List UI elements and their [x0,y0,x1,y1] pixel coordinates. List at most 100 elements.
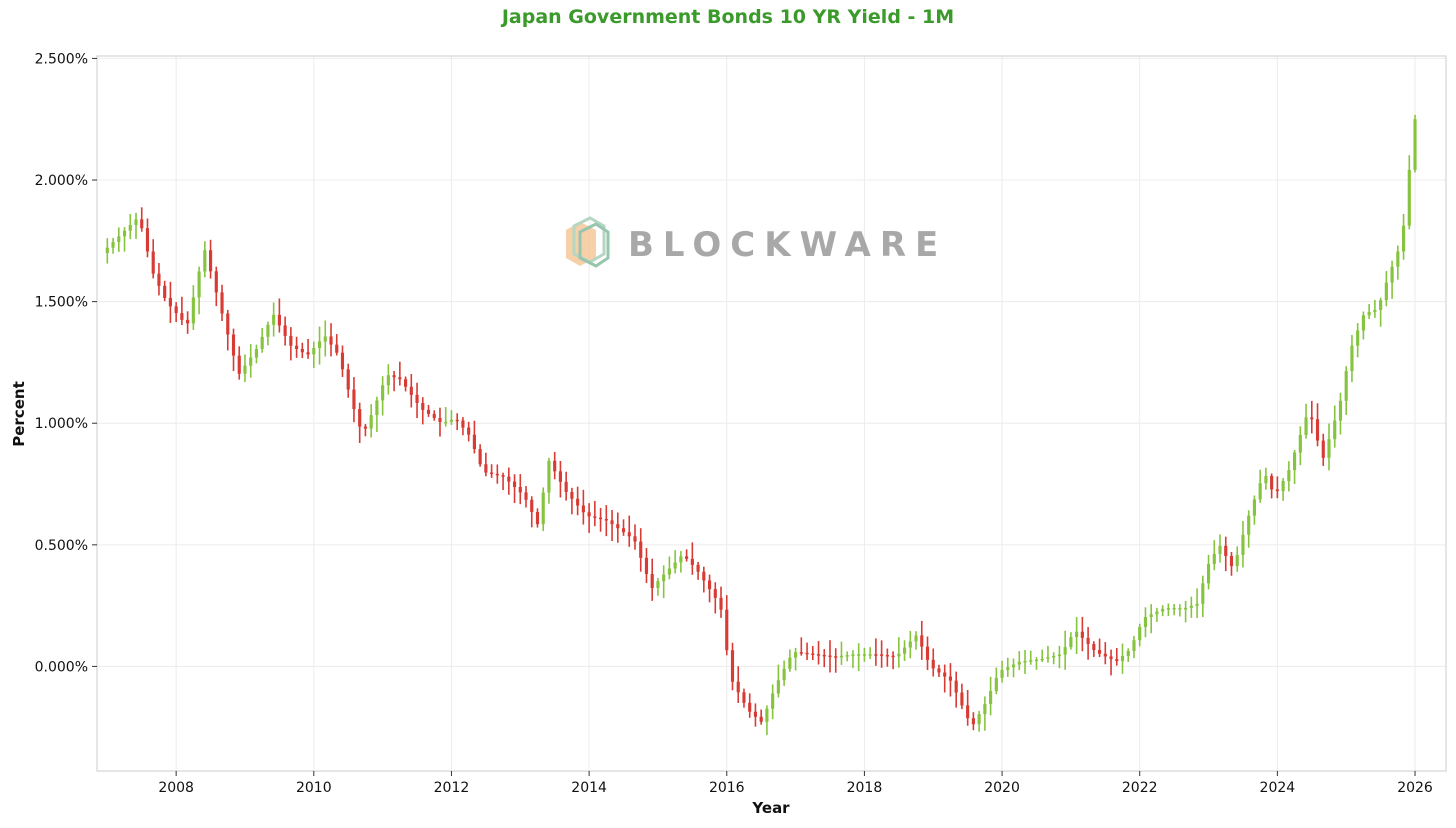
candle-body [1396,251,1400,267]
candle-body [415,394,419,403]
candle-body [1390,266,1394,283]
candle-body [243,365,247,374]
candle-body [105,247,109,253]
candle-body [524,492,528,500]
candle-body [759,716,763,722]
candle-body [644,557,649,575]
candle-body [1235,554,1239,567]
candle-body [495,473,499,476]
candle-body [667,568,671,575]
candle-body [1052,656,1056,658]
candle-body [621,528,626,533]
candle-body [1310,417,1314,420]
candle-body [444,421,448,424]
candle-body [438,417,442,423]
candle-body [673,562,677,569]
x-axis-label: Year [751,799,790,817]
candle-body [828,655,832,658]
candle-body [1241,534,1245,555]
candle-body [1206,564,1211,584]
candle-body [386,375,390,386]
grid-lines [97,56,1446,771]
candle-body [730,650,735,682]
candle-body [1006,667,1010,670]
candle-body [375,400,379,416]
candle-body [627,532,631,537]
candle-body [862,654,866,656]
candle-body [1350,345,1354,372]
candle-body [191,297,195,324]
candle-body [518,486,522,493]
candle-body [690,558,694,565]
candle-body [782,668,786,681]
candle-body [902,647,907,654]
candle-body [1356,330,1360,346]
candle-body [1115,659,1119,662]
candle-body [794,652,798,658]
candle-body [564,481,568,492]
candle-body [1275,489,1279,492]
candle-body [151,251,155,274]
candle-body [1338,400,1343,421]
candle-body [432,413,436,418]
candle-body [163,285,167,298]
candle-body [197,271,201,298]
watermark-text: BLOCKWARE [628,225,947,265]
candlestick-series [105,114,1417,736]
candle-body [943,672,947,677]
candle-body [203,250,207,272]
candle-body [925,646,930,660]
candle-body [1143,616,1148,628]
candle-body [771,693,775,709]
candle-body [426,409,431,414]
candle-body [1086,637,1090,644]
candle-body [1224,545,1228,556]
candle-body [914,635,918,642]
candle-body [885,655,889,657]
candle-body [369,415,373,429]
candle-body [214,271,218,293]
candle-body [541,492,545,525]
candle-body [1080,631,1084,638]
candle-body [857,654,861,656]
candle-body [346,369,350,390]
candle-body [604,519,608,521]
candle-body [650,574,654,588]
candle-body [587,512,591,517]
candle-body [272,314,276,325]
candle-body [558,471,563,482]
candle-body [249,357,253,366]
candle-body [1218,545,1222,554]
candle-body [891,655,895,658]
candle-body [1264,475,1268,484]
candle-body [1344,371,1348,401]
candle-body [937,668,941,673]
candle-body [1132,640,1136,651]
candle-body [1189,605,1193,608]
candle-body [157,273,161,286]
candle-body [317,341,322,348]
candle-body [1011,664,1016,668]
candle-body [1327,439,1331,458]
candle-body [363,426,368,429]
candle-body [140,219,144,229]
candle-body [971,718,975,725]
candle-body [1109,656,1113,660]
candle-body [295,345,299,349]
candle-body [111,242,115,248]
candle-body [512,481,517,487]
candle-body [662,574,666,582]
candle-body [117,236,121,243]
candle-body [186,319,190,324]
y-tick-label: 1.500% [35,295,88,311]
candle-body [702,571,706,581]
candle-body [1126,650,1130,656]
candle-body [1023,660,1027,663]
candle-body [467,427,471,435]
candle-body [553,460,557,472]
candle-body [1212,553,1216,565]
candle-body [478,449,482,465]
x-tick-label: 2008 [158,780,194,796]
candle-body [289,335,293,346]
